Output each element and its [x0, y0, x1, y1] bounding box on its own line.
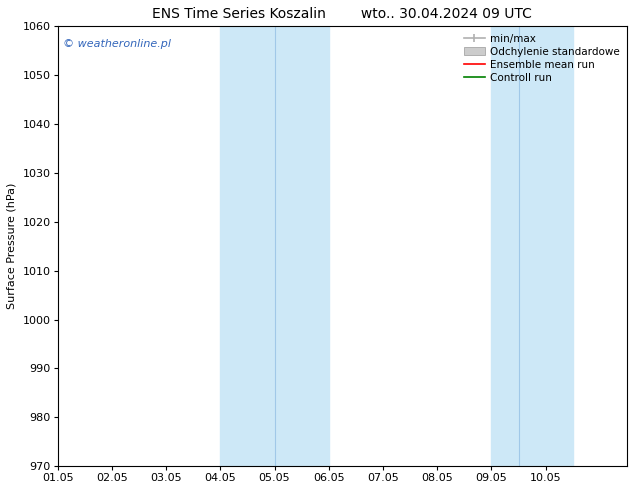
Bar [220, 26, 329, 466]
Legend: min/max, Odchylenie standardowe, Ensemble mean run, Controll run: min/max, Odchylenie standardowe, Ensembl… [460, 29, 624, 87]
Title: ENS Time Series Koszalin        wto.. 30.04.2024 09 UTC: ENS Time Series Koszalin wto.. 30.04.202… [152, 7, 533, 21]
Text: © weatheronline.pl: © weatheronline.pl [63, 40, 171, 49]
Bar [491, 26, 573, 466]
Y-axis label: Surface Pressure (hPa): Surface Pressure (hPa) [7, 183, 17, 309]
